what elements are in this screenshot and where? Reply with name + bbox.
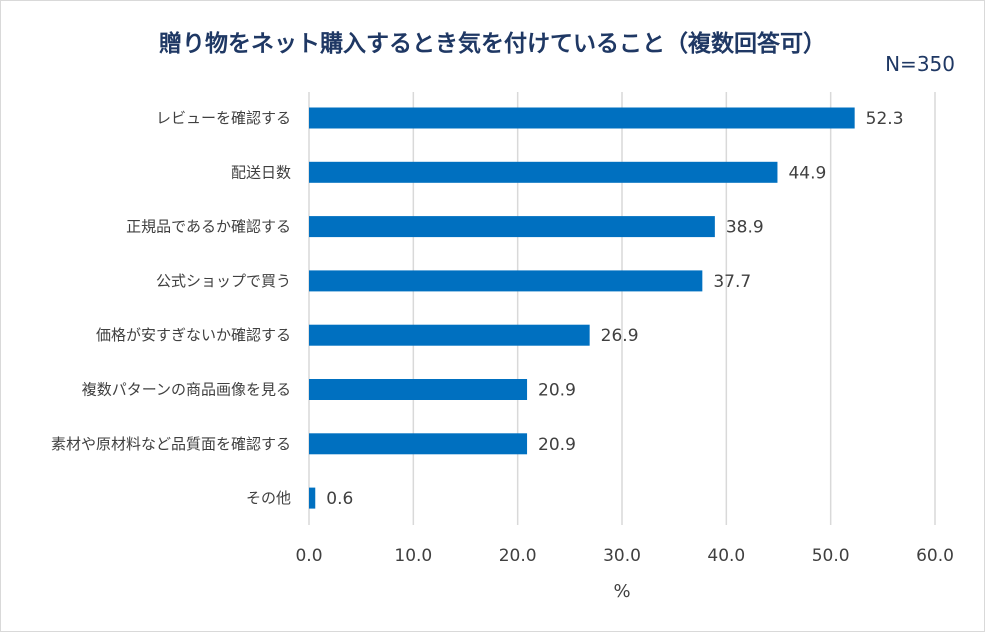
category-label: その他 [246,489,291,507]
category-label: 素材や原材料など品質面を確認する [51,435,291,453]
x-axis-label: % [613,581,630,602]
x-tick-label: 40.0 [707,546,745,566]
x-tick-label: 10.0 [394,546,432,566]
bar [309,270,703,292]
bars [309,107,855,509]
category-label: 配送日数 [231,163,291,181]
category-label: 複数パターンの商品画像を見る [82,381,291,399]
bar [309,216,715,238]
bar [309,161,778,183]
bar [309,487,316,509]
data-label: 20.9 [538,435,576,455]
data-label: 0.6 [326,489,353,509]
category-label: 正規品であるか確認する [126,218,291,236]
bar [309,379,528,400]
x-tick-label: 50.0 [812,546,850,566]
x-tick-label: 0.0 [295,546,322,566]
chart-title: 贈り物をネット購入するとき気を付けていること（複数回答可） [159,31,826,57]
data-label: 26.9 [601,326,639,346]
value-labels: 52.3 44.9 38.9 37.7 26.9 20.9 20.9 0.6 [326,109,903,509]
data-label: 20.9 [538,381,576,401]
data-label: 38.9 [726,218,764,238]
category-label: レビューを確認する [156,109,291,127]
sample-size-note: N=350 [885,52,955,76]
bar [309,324,590,346]
x-tick-label: 60.0 [916,546,954,566]
data-label: 52.3 [866,109,904,129]
category-labels: レビューを確認する配送日数正規品であるか確認する公式ショップで買う価格が安すぎな… [51,109,291,507]
gridlines [308,92,936,525]
data-label: 37.7 [713,272,751,292]
data-label: 44.9 [788,163,826,183]
x-tick-label: 30.0 [603,546,641,566]
bar [309,433,528,455]
bar [309,107,855,129]
x-tick-label: 20.0 [499,546,537,566]
x-tick-labels: 0.0 10.0 20.0 30.0 40.0 50.0 60.0 [295,546,953,566]
category-label: 公式ショップで買う [156,272,291,290]
category-label: 価格が安すぎないか確認する [96,326,291,344]
